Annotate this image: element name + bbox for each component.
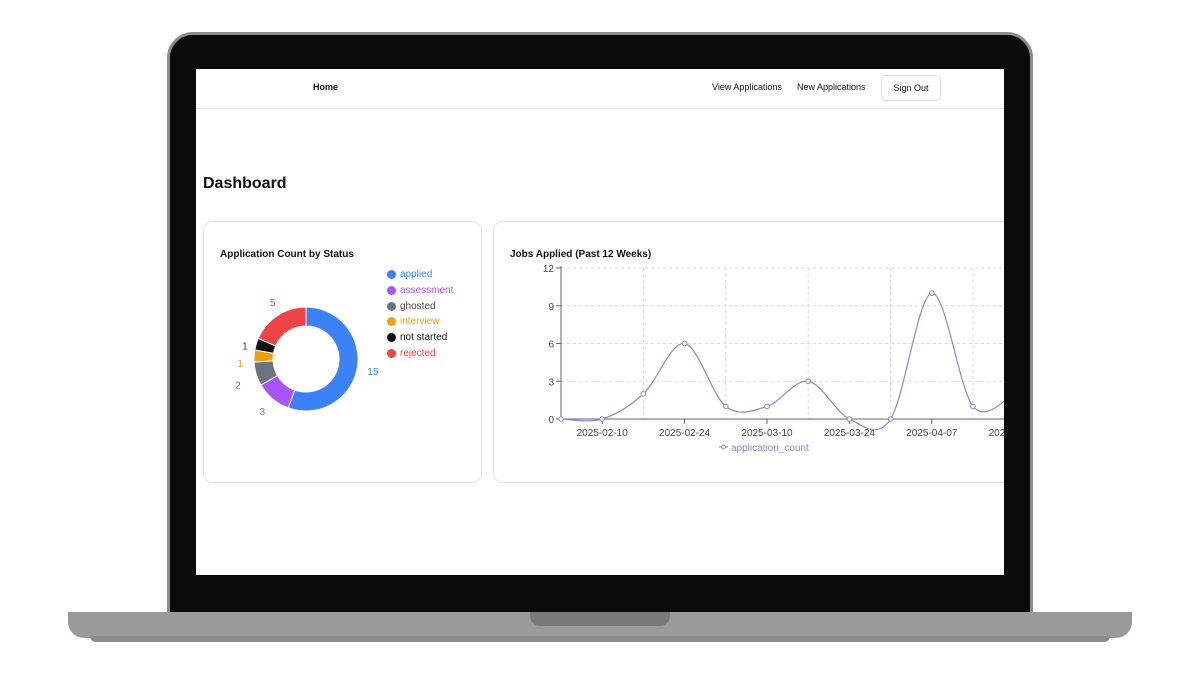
legend-label: ghosted (400, 300, 436, 312)
data-point[interactable] (681, 340, 688, 347)
legend-label: assessment (400, 285, 454, 297)
legend-dot-icon (387, 270, 396, 280)
donut-value-label: 1 (242, 341, 248, 352)
page-title: Dashboard (203, 175, 287, 192)
legend-item[interactable]: ghosted (387, 298, 453, 314)
status-chart-card: Application Count by Status 15 3 2 1 1 5 appl… (203, 221, 482, 483)
weekly-line-chart: 0 3 6 9 12 2025-02-10 2025-02-24 2025-03-10 2025… (543, 264, 1004, 454)
x-tick-label: 2025-03-24 (824, 428, 876, 439)
donut-slice-applied[interactable] (287, 306, 359, 412)
data-point[interactable] (723, 403, 729, 410)
sign-out-button[interactable]: Sign Out (881, 75, 941, 101)
nav-new-applications-link[interactable]: New Applications (797, 82, 866, 92)
legend-item[interactable]: interview (387, 314, 453, 330)
data-point[interactable] (764, 403, 770, 410)
legend-dot-icon (387, 301, 396, 311)
weekly-chart-title: Jobs Applied (Past 12 Weeks) (510, 249, 652, 260)
legend-item[interactable]: assessment (387, 283, 453, 299)
status-chart-legend: applied assessment ghosted interview not sta… (387, 267, 453, 361)
data-point[interactable] (558, 416, 564, 422)
nav-view-applications-link[interactable]: View Applications (712, 82, 782, 92)
donut-slice-rejected[interactable] (257, 306, 307, 347)
legend-item[interactable]: rejected (387, 345, 453, 361)
legend-label: applied (400, 269, 433, 281)
series-line-application_count[interactable] (560, 292, 1004, 431)
legend-item[interactable]: applied (387, 267, 453, 283)
y-tick-label: 3 (548, 377, 554, 388)
app-screen: Home View Applications New Applications … (196, 69, 1004, 575)
y-tick-label: 0 (548, 415, 554, 426)
data-point[interactable] (599, 416, 605, 422)
x-tick-label: 2025-02-10 (577, 428, 629, 439)
x-tick-label: 2025-02-24 (659, 428, 711, 439)
data-point[interactable] (805, 378, 812, 385)
legend-series-label: application_count (731, 443, 809, 454)
legend-marker-icon (721, 444, 726, 450)
donut-value-label: 15 (367, 367, 379, 378)
line-chart-legend[interactable]: application_count (719, 443, 809, 454)
nav-home-link[interactable]: Home (313, 82, 339, 92)
legend-label: rejected (400, 347, 436, 359)
legend-dot-icon (387, 317, 396, 327)
data-point[interactable] (970, 403, 976, 410)
donut-value-label: 2 (235, 381, 241, 392)
laptop-notch (530, 612, 670, 626)
data-point[interactable] (887, 416, 894, 422)
data-point[interactable] (929, 290, 935, 296)
data-point[interactable] (640, 391, 647, 397)
legend-label: not started (400, 332, 448, 344)
x-tick-label: 2025-03-10 (741, 428, 793, 439)
data-point[interactable] (846, 416, 853, 422)
x-tick-label: 2025-04-21 (989, 428, 1004, 439)
donut-value-label: 3 (260, 407, 266, 418)
donut-value-label: 5 (270, 298, 276, 309)
legend-dot-icon (387, 286, 396, 296)
legend-label: interview (400, 316, 440, 328)
legend-dot-icon (387, 348, 396, 358)
y-tick-label: 6 (548, 340, 554, 351)
y-tick-label: 12 (543, 264, 555, 275)
donut-value-label: 1 (237, 359, 243, 370)
legend-item[interactable]: not started (387, 330, 453, 346)
legend-dot-icon (387, 333, 396, 343)
status-chart-title: Application Count by Status (220, 249, 354, 260)
weekly-chart-card: Jobs Applied (Past 12 Weeks) 0 3 6 9 12 2025-… (493, 221, 1004, 483)
y-tick-label: 9 (548, 302, 554, 313)
laptop-base-shadow (90, 636, 1110, 642)
top-navbar: Home View Applications New Applications … (196, 69, 1004, 109)
x-tick-label: 2025-04-07 (906, 428, 958, 439)
